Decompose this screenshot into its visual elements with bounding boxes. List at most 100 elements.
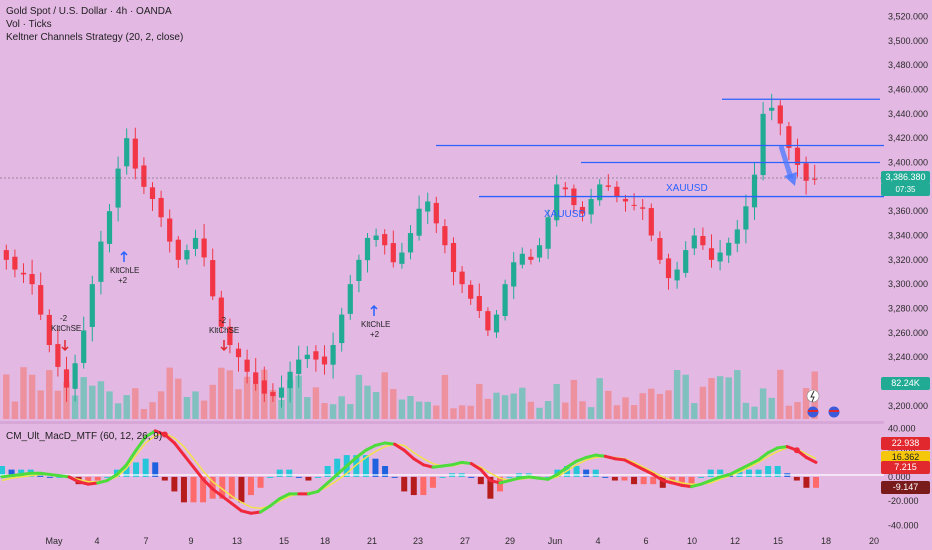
macd-badge: -9.147 xyxy=(881,481,930,494)
macd-hist-bar xyxy=(621,476,628,481)
volume-bar xyxy=(218,367,225,419)
macd-hist-bar xyxy=(161,476,168,481)
candle-body xyxy=(261,380,267,394)
candle-body xyxy=(485,311,491,331)
macd-hist-bar xyxy=(477,476,484,485)
volume-bar xyxy=(295,375,302,419)
strategy-legend[interactable]: Keltner Channels Strategy (20, 2, close) xyxy=(6,32,184,43)
macd-hist-bar xyxy=(46,476,53,478)
macd-legend[interactable]: CM_Ult_MacD_MTF (60, 12, 26, 9) xyxy=(6,431,163,442)
volume-bar xyxy=(157,391,165,419)
macd-line-segment xyxy=(134,435,148,452)
macd-line-segment xyxy=(96,479,109,485)
volume-bar xyxy=(252,383,259,419)
macd-line-segment xyxy=(192,465,205,481)
macd-hist-bar xyxy=(688,476,695,485)
macd-hist-bar xyxy=(362,455,369,477)
macd-hist-bar xyxy=(142,458,149,477)
macd-hist-bar xyxy=(813,476,819,488)
macd-hist-bar xyxy=(315,476,322,478)
volume-bar xyxy=(656,393,664,419)
macd-line-segment xyxy=(144,429,157,439)
macd-line-segment xyxy=(661,479,674,485)
candle-body xyxy=(631,204,637,206)
macd-line-segment xyxy=(718,472,732,479)
price-tick-label: 3,300.000 xyxy=(888,279,928,289)
time-tick-label: 23 xyxy=(413,536,423,546)
candle-body xyxy=(287,371,293,389)
candle-body xyxy=(167,218,173,242)
candle-body xyxy=(347,284,353,314)
signal-text: KltChSE xyxy=(51,324,81,333)
alert-icons[interactable] xyxy=(806,389,840,418)
candle-body xyxy=(20,272,27,275)
candle-body xyxy=(769,107,775,111)
time-tick-label: 9 xyxy=(188,536,193,546)
macd-line-segment xyxy=(450,460,464,467)
macd-hist-bar xyxy=(755,469,762,477)
macd-line-segment xyxy=(268,497,282,508)
macd-line-segment xyxy=(306,489,320,496)
candle-body xyxy=(356,259,362,282)
time-tick-label: 4 xyxy=(94,536,99,546)
candle-body xyxy=(803,163,809,181)
price-tick-label: 3,340.000 xyxy=(888,231,928,241)
bearish-arrow xyxy=(778,145,797,186)
signal-text: +2 xyxy=(370,330,380,339)
macd-line-segment xyxy=(766,446,780,455)
candle-body xyxy=(562,187,568,190)
horizontal-levels[interactable] xyxy=(436,98,884,198)
volume-bar xyxy=(467,405,474,419)
time-tick-label: 27 xyxy=(460,536,470,546)
macd-line-segment xyxy=(527,475,540,480)
macd-line-segment xyxy=(77,480,90,486)
volume-bar xyxy=(622,397,629,419)
macd-line-segment xyxy=(690,482,703,489)
volume-bar xyxy=(648,388,655,419)
volume-bar xyxy=(519,387,526,419)
pane-separator[interactable] xyxy=(0,421,884,424)
macd-tick-label: -40.000 xyxy=(888,520,919,530)
candle-body xyxy=(278,387,285,398)
macd-line-segment xyxy=(699,479,713,486)
candle-body xyxy=(321,356,328,365)
macd-line-segment xyxy=(335,464,349,476)
macd-hist-bar xyxy=(774,465,781,477)
volume-bar xyxy=(501,395,509,419)
price-tick-label: 3,520.000 xyxy=(888,12,928,22)
volume-legend[interactable]: Vol · Ticks xyxy=(6,19,52,30)
time-tick-label: 15 xyxy=(773,536,783,546)
macd-line-segment xyxy=(670,481,684,487)
time-axis[interactable]: May 4 7 9 13 15 18 21 23 27 29 Jun 4 6 10 12 15 18 20 xyxy=(45,536,879,546)
candle-body xyxy=(511,262,517,287)
macd-badge: 16.362 xyxy=(881,451,930,464)
price-tick-label: 3,500.000 xyxy=(888,36,928,46)
macd-line-segment xyxy=(57,474,71,479)
macd-badge: 22.938 xyxy=(881,437,930,450)
macd-hist-bar xyxy=(698,476,705,478)
volume-bar xyxy=(742,402,750,419)
candle-body xyxy=(812,178,818,180)
volume-bar xyxy=(441,374,449,419)
xauusd-label-right: XAUUSD xyxy=(666,183,708,194)
candle-body xyxy=(657,238,663,260)
volume-bar xyxy=(725,377,732,419)
volume-bar xyxy=(80,377,87,419)
volume-bar xyxy=(708,378,715,419)
volume-bar xyxy=(716,376,724,419)
candle-body xyxy=(683,250,689,273)
candle-body xyxy=(201,238,207,258)
macd-hist-bar xyxy=(429,476,436,488)
symbol-title[interactable]: Gold Spot / U.S. Dollar · 4h · OANDA xyxy=(6,6,172,17)
candle-body xyxy=(476,296,482,311)
candle-body xyxy=(253,372,259,384)
macd-hist-bar xyxy=(123,465,130,477)
macd-tick-label: 0.000 xyxy=(888,472,911,482)
volume-bar xyxy=(699,386,707,419)
macd-hist-bar xyxy=(228,476,235,499)
macd-hist-bar xyxy=(650,476,657,485)
macd-line-segment xyxy=(517,475,531,480)
volume-bar xyxy=(605,390,612,419)
macd-hist-bar xyxy=(247,476,254,496)
